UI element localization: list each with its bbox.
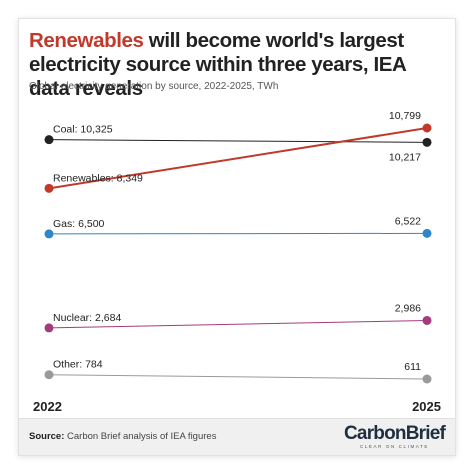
chart-card: Renewables will become world's largest e… [18, 18, 456, 456]
series-line-coal [48, 139, 428, 143]
end-label-gas: 6,522 [395, 215, 421, 227]
x-tick-label-end: 2025 [412, 399, 441, 414]
source-label: Source: [29, 431, 65, 442]
point-gas-start [44, 229, 54, 239]
source-note: Source: Carbon Brief analysis of IEA fig… [29, 431, 216, 442]
end-label-nuclear: 2,986 [395, 302, 421, 314]
point-other-end [422, 374, 432, 384]
point-coal-end [422, 137, 432, 147]
point-renewables-start [44, 183, 54, 193]
logo-tagline: CLEAR ON CLIMATE [359, 444, 430, 449]
title-highlight: Renewables [29, 29, 144, 52]
series-line-nuclear [48, 319, 428, 329]
start-label-nuclear: Nuclear: 2,684 [53, 312, 121, 324]
point-coal-start [44, 135, 54, 145]
title-rest: will become world's largest electricity … [29, 29, 406, 100]
start-label-other: Other: 784 [53, 359, 103, 371]
start-label-coal: Coal: 10,325 [53, 124, 113, 136]
point-renewables-end [422, 123, 432, 133]
point-nuclear-start [44, 323, 54, 333]
end-label-coal: 10,217 [389, 151, 421, 163]
logo-wordmark: CarbonBrief [344, 423, 446, 444]
source-text: Carbon Brief analysis of IEA figures [64, 431, 217, 442]
chart-title: Renewables will become world's largest e… [29, 29, 449, 101]
point-nuclear-end [422, 315, 432, 325]
end-label-other: 611 [404, 361, 421, 373]
end-label-renewables: 10,799 [389, 110, 421, 122]
start-label-renewables: Renewables: 8,349 [53, 172, 143, 184]
footer: Source: Carbon Brief analysis of IEA fig… [19, 418, 455, 455]
carbonbrief-logo: CarbonBrief CLEAR ON CLIMATE [344, 423, 446, 450]
series-line-gas [48, 232, 428, 235]
slope-chart: Coal: 10,325 10,217 Renewables: 8,349 10,79… [33, 110, 441, 414]
chart-subtitle: Global electricity generation by source,… [29, 81, 279, 92]
point-other-start [44, 370, 54, 380]
start-label-gas: Gas: 6,500 [53, 218, 105, 230]
point-gas-end [422, 228, 432, 238]
x-tick-label-start: 2022 [33, 399, 62, 414]
series-line-other [48, 374, 428, 380]
series-line-renewables [48, 127, 428, 190]
